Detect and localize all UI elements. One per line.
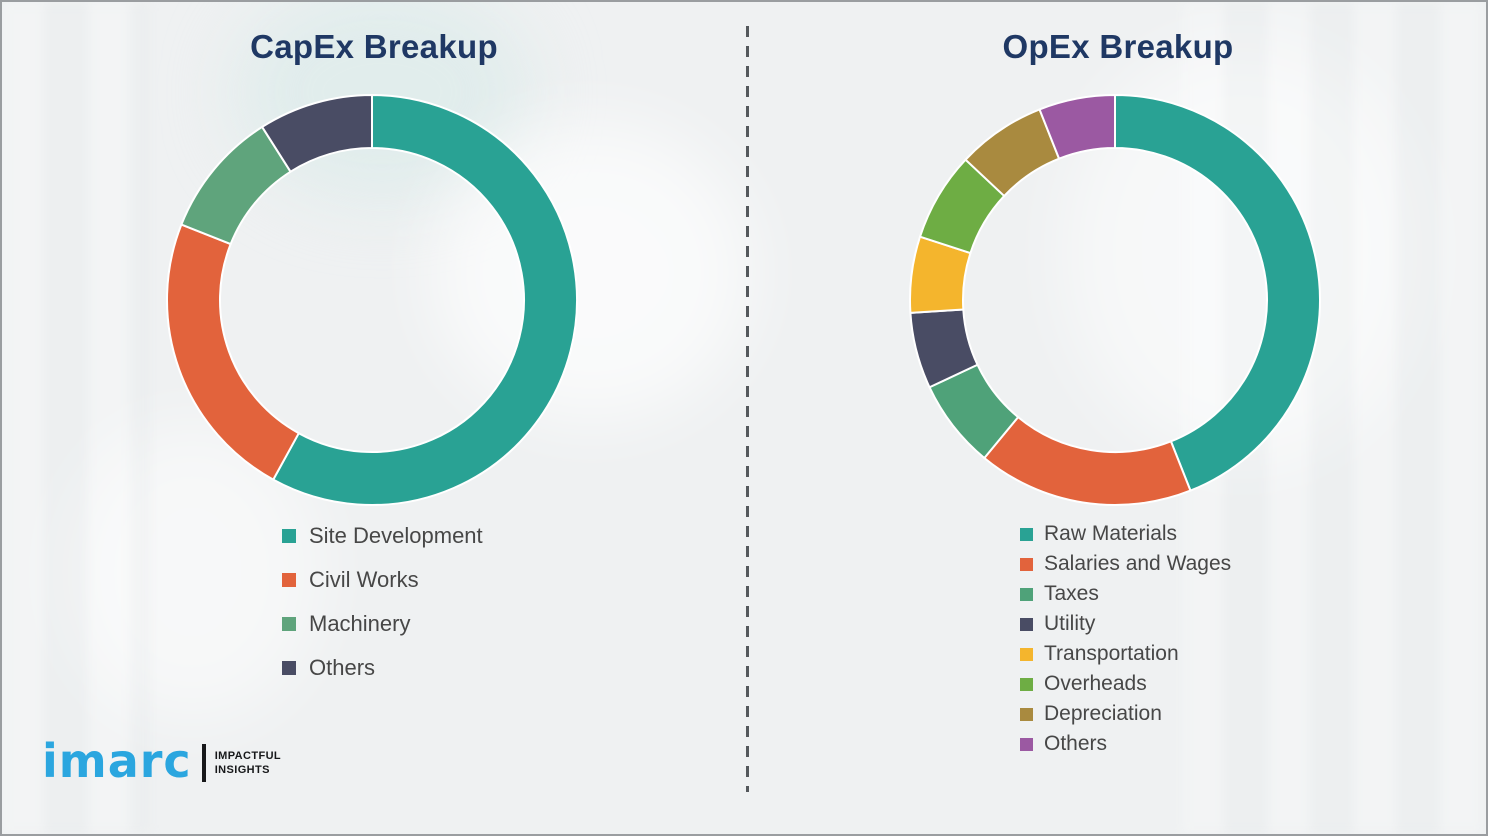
legend-label: Overheads — [1044, 672, 1147, 695]
legend-item-civil-works: Civil Works — [282, 558, 483, 602]
donut-segment-site-development — [272, 94, 578, 506]
legend-item-site-development: Site Development — [282, 514, 483, 558]
legend-item-others: Others — [1020, 729, 1231, 759]
legend-item-utility: Utility — [1020, 609, 1231, 639]
donut-segment-others — [1038, 94, 1116, 160]
legend-label: Machinery — [309, 611, 411, 636]
legend-item-others: Others — [282, 646, 483, 690]
legend-color-swatch — [1020, 617, 1033, 631]
donut-segment-civil-works — [166, 223, 300, 481]
legend-color-swatch — [1020, 737, 1033, 751]
legend-label: Raw Materials — [1044, 522, 1178, 545]
opex-title: OpEx Breakup — [1002, 28, 1234, 65]
legend-label: Others — [1044, 732, 1108, 755]
legend-item-taxes: Taxes — [1020, 579, 1231, 609]
legend-color-swatch — [1020, 527, 1033, 541]
logo-tagline: IMPACTFUL INSIGHTS — [215, 749, 281, 778]
legend-item-transportation: Transportation — [1020, 639, 1231, 669]
legend-label: Civil Works — [309, 567, 419, 592]
legend-item-machinery: Machinery — [282, 602, 483, 646]
opex-donut-chart — [909, 94, 1321, 506]
legend-color-swatch — [1020, 587, 1033, 601]
opex-legend: Raw Materials Salaries and Wages Taxes Util… — [1020, 519, 1231, 759]
capex-panel: CapEx Breakup Site Development Civil Work… — [2, 2, 746, 834]
logo-divider-bar — [201, 744, 206, 782]
opex-panel: OpEx Breakup Raw Materials Salaries and W… — [746, 2, 1486, 834]
legend-label: Utility — [1044, 612, 1096, 635]
legend-color-swatch — [282, 573, 296, 587]
legend-color-swatch — [1020, 557, 1033, 571]
legend-color-swatch — [1020, 677, 1033, 691]
logo-tagline-line1: IMPACTFUL — [214, 749, 282, 762]
divider-dashed-line — [746, 26, 749, 792]
imarc-logo: imarc IMPACTFUL INSIGHTS — [42, 738, 281, 784]
donut-segment-salaries-and-wages — [983, 416, 1192, 506]
legend-item-raw-materials: Raw Materials — [1020, 519, 1231, 549]
donut-segment-others — [261, 94, 373, 173]
capex-title: CapEx Breakup — [250, 28, 498, 65]
legend-label: Taxes — [1044, 582, 1099, 605]
legend-label: Salaries and Wages — [1044, 552, 1232, 575]
legend-color-swatch — [282, 661, 296, 675]
legend-item-salaries-and-wages: Salaries and Wages — [1020, 549, 1231, 579]
legend-color-swatch — [282, 529, 296, 543]
logo-tagline-line2: INSIGHTS — [214, 764, 270, 776]
legend-item-overheads: Overheads — [1020, 669, 1231, 699]
legend-color-swatch — [1020, 707, 1033, 721]
legend-label: Transportation — [1044, 642, 1179, 665]
imarc-brand-wordmark: imarc — [42, 734, 192, 788]
capex-legend: Site Development Civil Works Machinery Othe… — [282, 514, 483, 690]
legend-color-swatch — [1020, 647, 1033, 661]
legend-label: Others — [309, 655, 376, 680]
capex-donut-chart — [166, 94, 578, 506]
legend-color-swatch — [282, 617, 296, 631]
donut-segment-raw-materials — [1114, 94, 1321, 492]
legend-item-depreciation: Depreciation — [1020, 699, 1231, 729]
legend-label: Site Development — [309, 523, 483, 548]
legend-label: Depreciation — [1044, 702, 1162, 725]
